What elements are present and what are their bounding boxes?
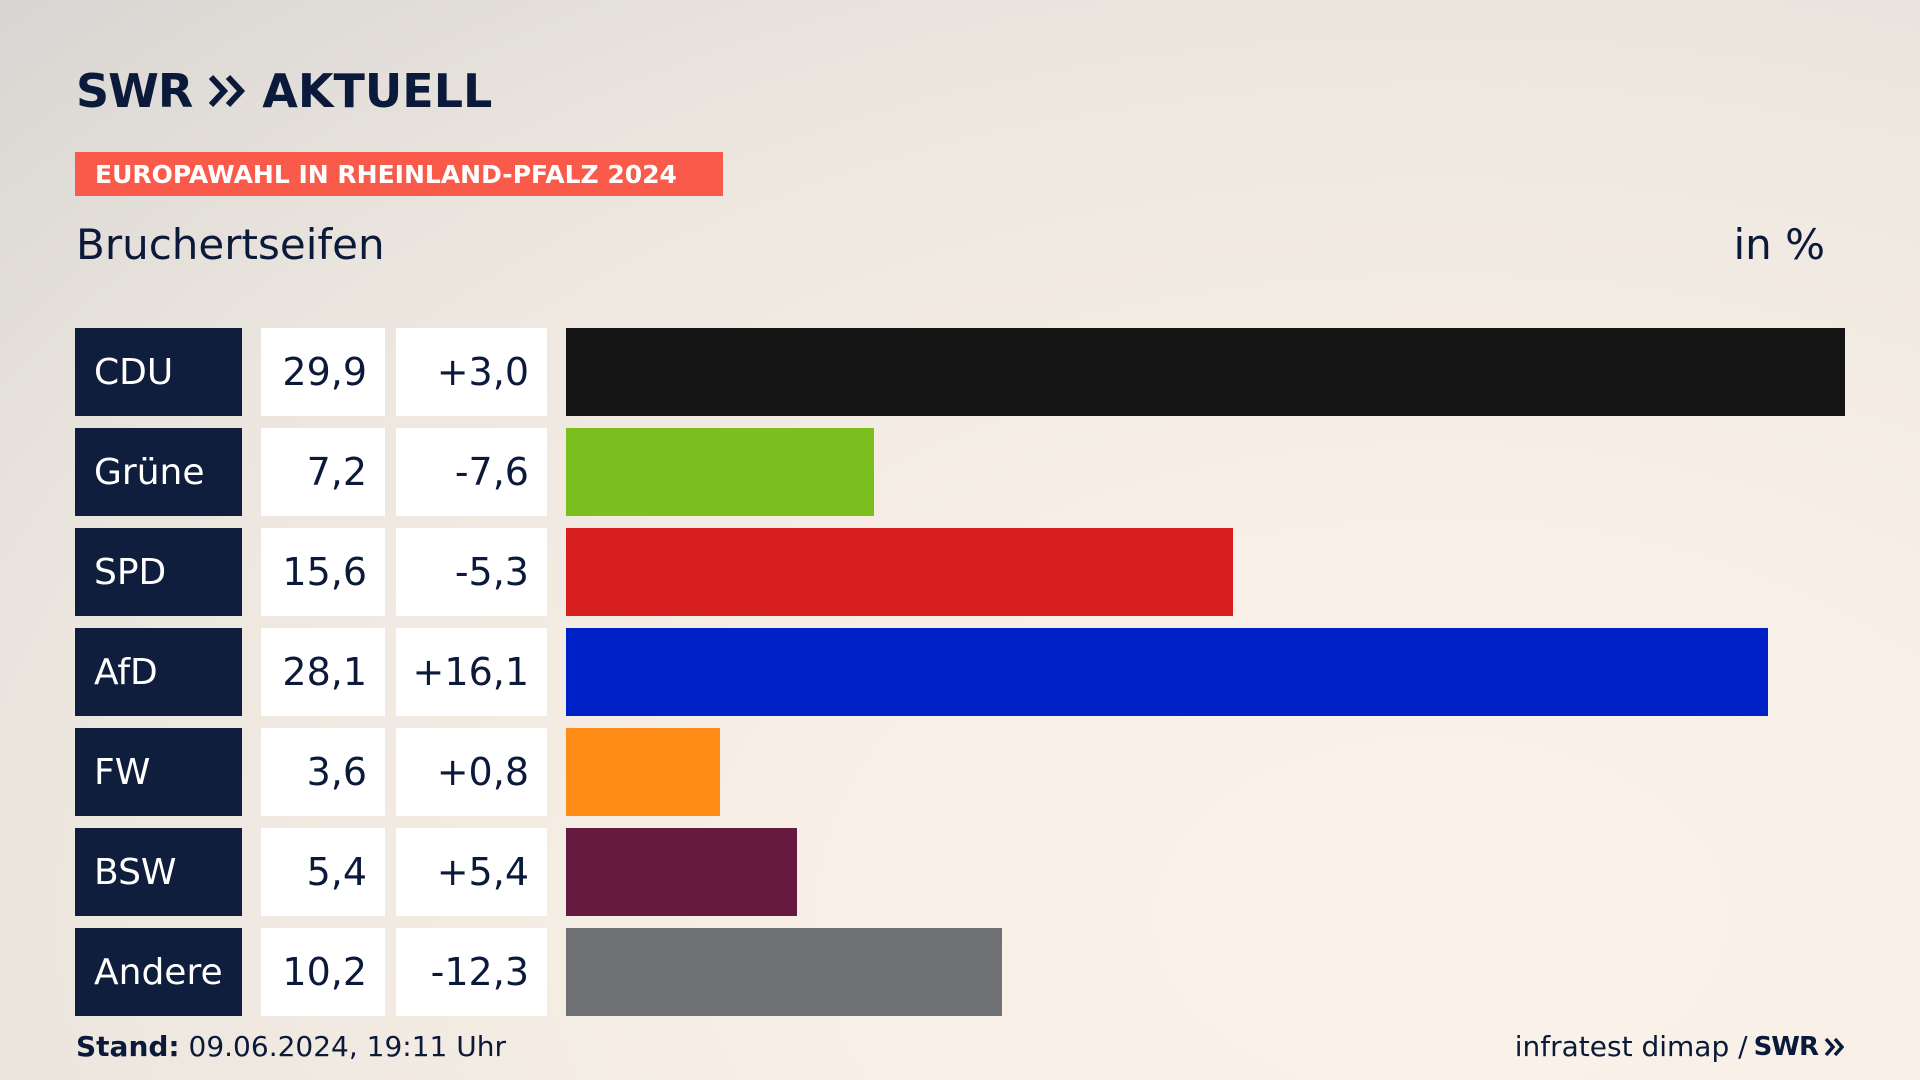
party-label: CDU (75, 328, 242, 416)
bar (566, 928, 1002, 1016)
source-credit: infratest dimap / SWR (1515, 1030, 1844, 1063)
logo-aktuell-text: AKTUELL (262, 64, 493, 118)
stand-label: Stand: (76, 1030, 180, 1063)
election-banner: EUROPAWAHL IN RHEINLAND-PFALZ 2024 (75, 152, 723, 196)
source-text: infratest dimap / (1514, 1030, 1748, 1063)
source-brand: SWR (1753, 1031, 1819, 1062)
logo-chevrons-icon (209, 74, 246, 108)
change-label: +0,8 (396, 728, 547, 816)
change-label: +3,0 (396, 328, 547, 416)
value-label: 15,6 (261, 528, 385, 616)
location-title: Bruchertseifen (76, 220, 385, 269)
party-label: Andere (75, 928, 242, 1016)
party-label: Grüne (75, 428, 242, 516)
change-label: -5,3 (396, 528, 547, 616)
logo-swr-text: SWR (76, 64, 193, 118)
bar (566, 328, 1845, 416)
bar (566, 428, 874, 516)
party-label: SPD (75, 528, 242, 616)
change-label: -12,3 (396, 928, 547, 1016)
stand-value: 09.06.2024, 19:11 Uhr (188, 1030, 506, 1063)
value-label: 5,4 (261, 828, 385, 916)
bar (566, 828, 797, 916)
timestamp: Stand: 09.06.2024, 19:11 Uhr (76, 1030, 506, 1063)
source-chevrons-icon (1824, 1037, 1844, 1056)
value-label: 28,1 (261, 628, 385, 716)
bar (566, 628, 1768, 716)
value-label: 29,9 (261, 328, 385, 416)
swr-aktuell-logo: SWR AKTUELL (76, 66, 492, 116)
value-label: 3,6 (261, 728, 385, 816)
party-label: AfD (75, 628, 242, 716)
party-label: FW (75, 728, 242, 816)
change-label: +16,1 (396, 628, 547, 716)
change-label: +5,4 (396, 828, 547, 916)
value-label: 7,2 (261, 428, 385, 516)
bar (566, 728, 720, 816)
unit-label: in % (1733, 220, 1825, 269)
change-label: -7,6 (396, 428, 547, 516)
party-label: BSW (75, 828, 242, 916)
value-label: 10,2 (261, 928, 385, 1016)
bar (566, 528, 1233, 616)
